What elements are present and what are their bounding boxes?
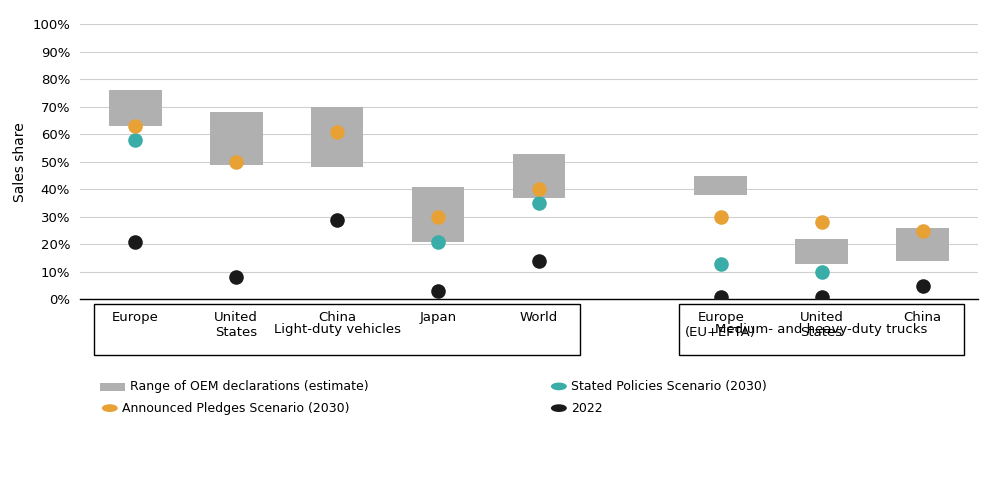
Text: Medium- and heavy-duty trucks: Medium- and heavy-duty trucks (716, 323, 928, 336)
Point (229, 273, 245, 281)
Point (329, 216, 345, 224)
Point (813, 218, 829, 226)
Text: 2022: 2022 (571, 402, 603, 414)
Text: Range of OEM declarations (estimate): Range of OEM declarations (estimate) (130, 380, 368, 393)
Point (531, 185, 547, 193)
Y-axis label: Sales share: Sales share (13, 122, 27, 202)
Point (128, 136, 144, 143)
Bar (311, 107, 363, 167)
Point (128, 122, 144, 130)
Point (430, 238, 446, 245)
Bar (795, 239, 848, 264)
Point (713, 213, 729, 221)
Bar (210, 112, 262, 165)
Point (914, 227, 930, 235)
Text: Light-duty vehicles: Light-duty vehicles (273, 323, 400, 336)
Bar (109, 90, 162, 126)
Point (229, 158, 245, 166)
Bar (896, 228, 949, 261)
Bar (412, 186, 464, 242)
Point (430, 287, 446, 295)
Bar (513, 154, 565, 198)
Point (713, 293, 729, 300)
Text: Stated Policies Scenario (2030): Stated Policies Scenario (2030) (571, 380, 766, 393)
Point (430, 213, 446, 221)
Point (531, 257, 547, 265)
Point (713, 260, 729, 268)
Point (329, 128, 345, 135)
Point (128, 238, 144, 245)
Point (914, 282, 930, 289)
Point (531, 199, 547, 207)
Point (813, 268, 829, 276)
Text: Announced Pledges Scenario (2030): Announced Pledges Scenario (2030) (122, 402, 349, 414)
Point (813, 293, 829, 300)
Bar (695, 176, 747, 195)
